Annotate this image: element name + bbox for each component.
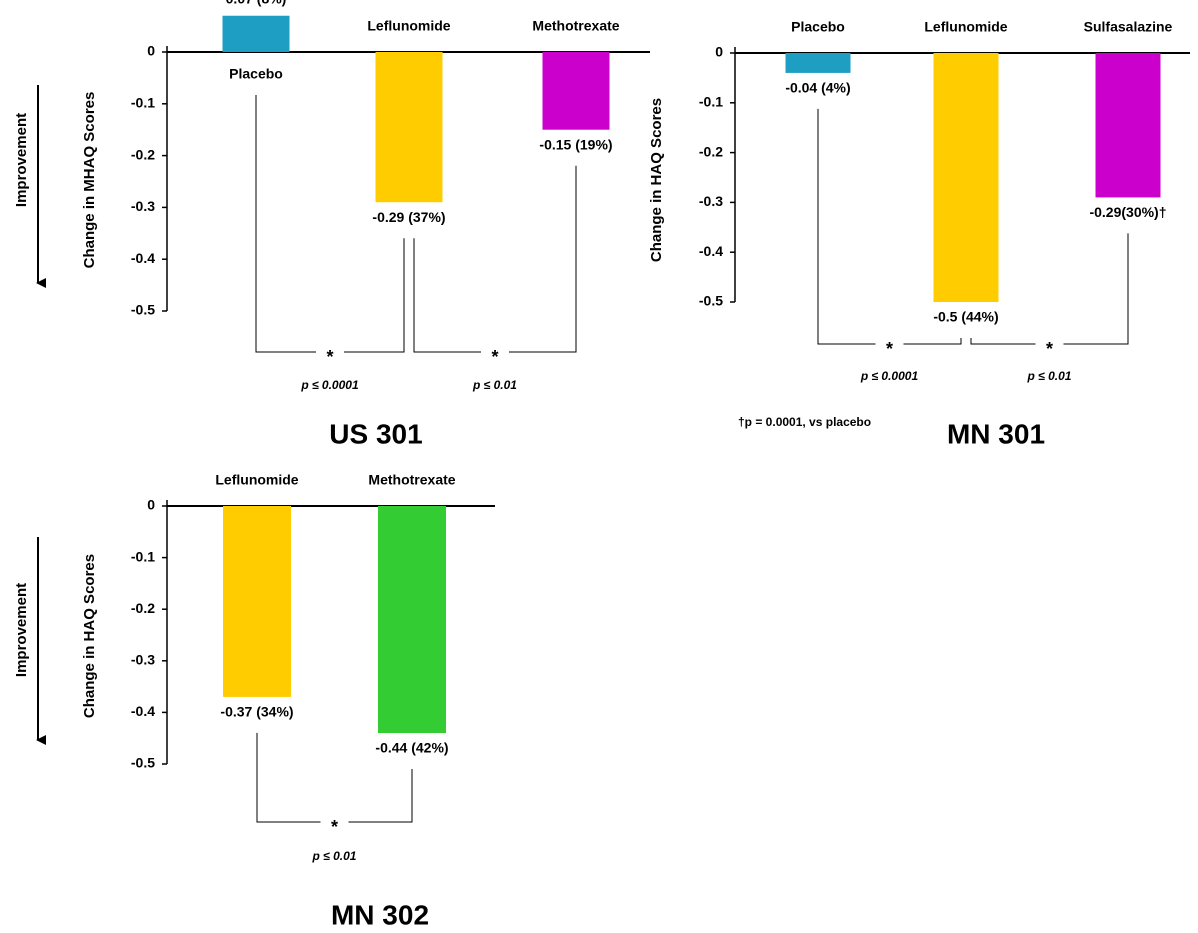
significance-bracket (413, 165, 577, 353)
y-axis-label: Change in HAQ Scores (648, 98, 665, 262)
y-tick-label: -0.2 (699, 143, 723, 159)
y-axis-label: Change in HAQ Scores (81, 554, 98, 718)
y-tick-label: -0.5 (131, 302, 155, 318)
bar (222, 15, 290, 53)
y-tick-label: -0.2 (131, 146, 155, 162)
footnote: †p = 0.0001, vs placebo (738, 415, 871, 429)
significance-bracket (256, 732, 413, 823)
p-value: p ≤ 0.01 (472, 378, 517, 392)
y-tick-label: 0 (715, 44, 723, 60)
value-label: 0.07 (8%) (226, 0, 287, 6)
y-tick-label: 0 (147, 43, 155, 59)
value-label: -0.37 (34%) (220, 704, 293, 720)
significance-mark: * (1046, 339, 1053, 359)
y-tick-label: -0.5 (699, 293, 723, 309)
bar (375, 52, 443, 203)
y-tick-label: -0.2 (131, 600, 155, 616)
y-tick-label: -0.3 (131, 652, 155, 668)
chart-title: US 301 (329, 418, 422, 449)
bar (933, 53, 999, 302)
significance-bracket (970, 233, 1129, 345)
y-tick-label: -0.4 (131, 703, 155, 719)
category-label: Sulfasalazine (1084, 19, 1173, 35)
p-value: p ≤ 0.01 (312, 849, 357, 863)
significance-bracket (255, 95, 405, 353)
category-label: Methotrexate (368, 472, 455, 488)
side-label: Improvement (13, 583, 30, 677)
y-tick-label: -0.3 (699, 193, 723, 209)
value-label: -0.29(30%)† (1089, 204, 1166, 220)
category-label: Placebo (791, 19, 845, 35)
bar (1095, 53, 1161, 198)
y-tick-label: -0.1 (131, 95, 155, 111)
y-tick-label: -0.4 (699, 243, 723, 259)
category-label: Leflunomide (367, 18, 450, 34)
p-value: p ≤ 0.01 (1027, 369, 1072, 383)
category-label: Methotrexate (532, 18, 619, 34)
side-label: Improvement (13, 113, 30, 207)
chart-title: MN 302 (331, 899, 429, 930)
y-tick-label: -0.3 (131, 198, 155, 214)
y-tick-label: 0 (147, 497, 155, 513)
significance-mark: * (886, 339, 893, 359)
category-label: Leflunomide (215, 472, 298, 488)
category-label: Placebo (229, 66, 283, 82)
bar (378, 506, 446, 734)
y-tick-label: -0.5 (131, 755, 155, 771)
y-tick-label: -0.4 (131, 250, 155, 266)
p-value: p ≤ 0.0001 (860, 369, 919, 383)
bar (223, 506, 291, 697)
significance-mark: * (331, 817, 338, 837)
p-value: p ≤ 0.0001 (300, 378, 359, 392)
value-label: -0.5 (44%) (933, 309, 998, 325)
value-label: -0.29 (37%) (372, 209, 445, 225)
category-label: Leflunomide (924, 19, 1007, 35)
significance-mark: * (491, 347, 498, 367)
bar (785, 53, 851, 73)
significance-mark: * (326, 347, 333, 367)
y-tick-label: -0.1 (131, 548, 155, 564)
y-axis-label: Change in MHAQ Scores (81, 92, 98, 269)
value-label: -0.44 (42%) (375, 740, 448, 756)
value-label: -0.04 (4%) (785, 80, 850, 96)
chart-title: MN 301 (947, 418, 1045, 449)
value-label: -0.15 (19%) (539, 136, 612, 152)
y-tick-label: -0.1 (699, 94, 723, 110)
bar (542, 52, 610, 130)
significance-bracket (817, 108, 962, 345)
